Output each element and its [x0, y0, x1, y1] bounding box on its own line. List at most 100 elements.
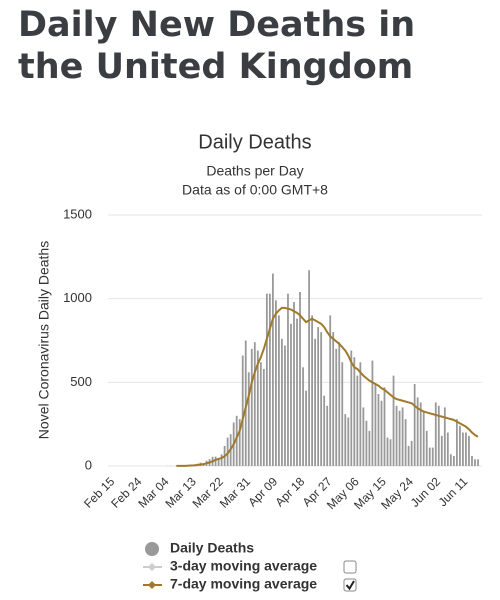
bar — [314, 338, 317, 466]
bar — [302, 367, 304, 466]
legend-marker — [148, 581, 156, 589]
legend-item[interactable]: 3-day moving average — [143, 558, 357, 574]
bar — [462, 432, 464, 466]
bar — [238, 419, 241, 466]
bar — [332, 332, 335, 466]
bar — [377, 394, 380, 466]
x-tick-label: Jun 11 — [436, 474, 471, 509]
bar — [416, 397, 419, 466]
bar — [338, 342, 341, 466]
bar — [410, 440, 413, 466]
bar — [474, 459, 476, 466]
bar — [428, 447, 431, 466]
bar — [220, 454, 223, 466]
bar — [413, 384, 416, 466]
bar — [265, 293, 268, 466]
bar — [443, 407, 446, 466]
bar — [407, 445, 410, 466]
bar — [368, 430, 371, 466]
bar — [293, 302, 295, 466]
x-tick-label: Apr 18 — [272, 474, 307, 509]
bar — [404, 419, 407, 466]
bar — [392, 375, 395, 466]
bar — [281, 338, 283, 466]
bar — [253, 342, 256, 466]
x-tick-label: Apr 09 — [245, 474, 280, 509]
bar — [268, 293, 271, 466]
bar — [477, 459, 479, 466]
legend-item[interactable]: Daily Deaths — [145, 540, 254, 556]
bar — [401, 407, 404, 466]
y-axis-label: Novel Coronavirus Daily Deaths — [36, 241, 52, 439]
bar — [465, 432, 467, 466]
bar — [311, 315, 313, 466]
bar — [455, 419, 458, 466]
y-tick-label: 1000 — [63, 290, 92, 305]
bar — [256, 350, 259, 466]
legend-label: 3-day moving average — [170, 558, 317, 574]
bar — [471, 455, 473, 466]
bar — [395, 405, 398, 466]
bar — [275, 300, 277, 466]
bar — [437, 405, 440, 466]
bar — [365, 420, 368, 466]
x-tick-label: Mar 31 — [217, 474, 254, 511]
bar — [344, 414, 347, 466]
bar — [398, 410, 401, 466]
bar — [278, 315, 280, 466]
chart-note: Data as of 0:00 GMT+8 — [182, 182, 328, 198]
bar — [299, 291, 301, 466]
bar — [247, 372, 250, 466]
bar — [350, 350, 353, 466]
bar — [468, 435, 470, 466]
bar — [241, 355, 244, 466]
bar — [284, 345, 286, 466]
bar — [459, 425, 461, 466]
bar — [323, 395, 326, 466]
legend-checkbox[interactable] — [343, 560, 357, 574]
bar — [374, 384, 377, 466]
bar — [335, 348, 338, 466]
bar — [244, 340, 247, 466]
legend-label: Daily Deaths — [170, 540, 254, 556]
bar — [317, 327, 320, 466]
bar — [431, 447, 434, 466]
bar — [422, 412, 425, 466]
bar — [356, 375, 359, 466]
bar — [326, 405, 329, 466]
legend-item[interactable]: 7-day moving average — [143, 576, 357, 592]
bar — [446, 432, 449, 466]
bar — [380, 400, 383, 466]
y-tick-label: 0 — [85, 457, 92, 472]
y-tick-label: 500 — [70, 374, 92, 389]
bar — [440, 435, 443, 466]
bar — [262, 368, 265, 466]
bar — [449, 454, 452, 466]
page-title: Daily New Deaths in the United Kingdom — [18, 5, 416, 87]
bar — [235, 415, 238, 466]
legend-symbol — [145, 542, 159, 556]
bar — [296, 318, 298, 466]
bar — [259, 362, 262, 466]
bar — [305, 390, 307, 466]
bar — [359, 362, 362, 466]
chart-title: Daily Deaths — [198, 131, 311, 153]
x-tick-label: Jun 02 — [408, 474, 444, 510]
bar — [362, 407, 365, 466]
bar — [341, 362, 344, 466]
bar — [389, 439, 392, 466]
bar — [308, 270, 310, 466]
y-tick-label: 1500 — [63, 206, 92, 221]
bar — [371, 360, 374, 466]
checkmark — [345, 580, 355, 591]
bar — [383, 387, 386, 466]
chart-subtitle: Deaths per Day — [206, 163, 303, 179]
bar — [271, 273, 274, 466]
bar — [320, 332, 323, 466]
legend-label: 7-day moving average — [170, 576, 317, 592]
bar — [217, 457, 220, 466]
bar — [452, 455, 455, 466]
bar — [250, 348, 253, 466]
